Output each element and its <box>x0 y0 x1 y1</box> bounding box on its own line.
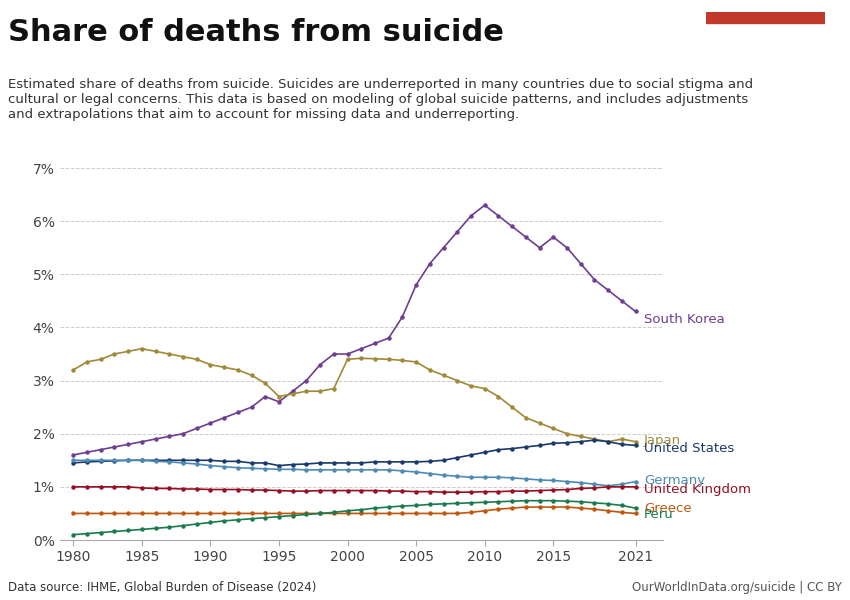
Text: Estimated share of deaths from suicide. Suicides are underreported in many count: Estimated share of deaths from suicide. … <box>8 78 754 121</box>
Text: Greece: Greece <box>643 502 691 515</box>
Text: United Kingdom: United Kingdom <box>643 483 751 496</box>
Text: OurWorldInData.org/suicide | CC BY: OurWorldInData.org/suicide | CC BY <box>632 581 842 594</box>
Text: Peru: Peru <box>643 508 673 521</box>
Text: Japan: Japan <box>643 434 681 446</box>
Text: Germany: Germany <box>643 474 705 487</box>
Text: Share of deaths from suicide: Share of deaths from suicide <box>8 18 504 47</box>
Bar <box>706 12 824 23</box>
Text: South Korea: South Korea <box>643 313 724 326</box>
Text: Our World
in Data: Our World in Data <box>732 31 798 59</box>
Text: United States: United States <box>643 442 734 455</box>
Text: Data source: IHME, Global Burden of Disease (2024): Data source: IHME, Global Burden of Dise… <box>8 581 317 594</box>
